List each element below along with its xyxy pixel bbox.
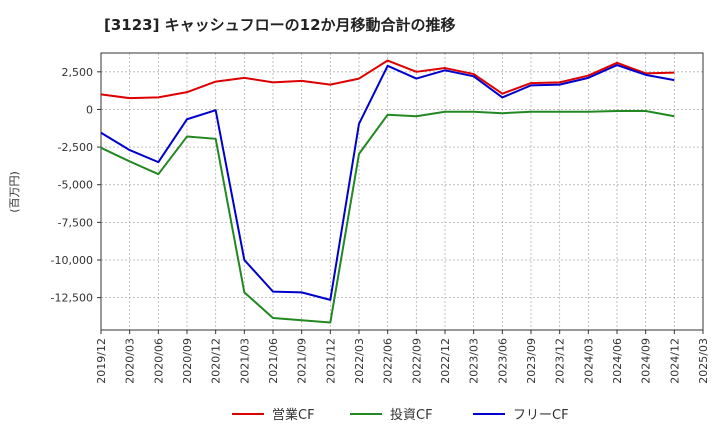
grid-lines xyxy=(100,53,704,330)
y-axis-ticks: 2,500 0 -2,500 -5,000 -7,500 -10,000 -12,500 xyxy=(51,66,101,305)
x-tick-label: 2024/09 xyxy=(640,338,653,384)
x-tick-label: 2019/12 xyxy=(95,338,108,384)
x-tick-label: 2021/03 xyxy=(238,338,251,384)
x-tick-label: 2023/03 xyxy=(468,338,481,384)
legend-label: 投資CF xyxy=(390,407,433,423)
legend-label: 営業CF xyxy=(272,407,315,423)
y-tick-label: -10,000 xyxy=(51,254,93,267)
legend-label: フリーCF xyxy=(513,408,569,423)
x-axis-ticks: 2019/12 2020/03 2020/06 2020/09 2020/12 2021/… xyxy=(95,330,710,384)
y-tick-label: 2,500 xyxy=(62,66,94,79)
x-tick-label: 2023/12 xyxy=(554,338,567,384)
legend: 営業CF 投資CF フリーCF xyxy=(232,407,569,423)
y-tick-label: -7,500 xyxy=(58,216,93,229)
x-tick-label: 2022/12 xyxy=(439,338,452,384)
x-tick-label: 2020/12 xyxy=(210,338,223,384)
x-tick-label: 2024/12 xyxy=(668,338,681,384)
x-tick-label: 2023/09 xyxy=(525,338,538,384)
y-tick-label: -2,500 xyxy=(58,141,93,154)
x-tick-label: 2022/03 xyxy=(353,338,366,384)
x-tick-label: 2020/03 xyxy=(124,338,137,384)
series-lines xyxy=(100,59,675,324)
x-tick-label: 2022/06 xyxy=(382,338,395,384)
y-tick-label: -12,500 xyxy=(51,292,93,305)
x-tick-label: 2021/09 xyxy=(296,338,309,384)
x-tick-label: 2024/03 xyxy=(582,338,595,384)
y-axis-label: (百万円) xyxy=(8,171,21,213)
plot-frame xyxy=(100,52,704,331)
x-tick-label: 2020/06 xyxy=(152,338,165,384)
series-line-1 xyxy=(100,59,675,100)
x-tick-label: 2022/09 xyxy=(410,338,423,384)
x-tick-label: 2020/09 xyxy=(181,338,194,384)
x-tick-label: 2025/03 xyxy=(697,338,710,384)
chart-title: [3123] キャッシュフローの12か月移動合計の推移 xyxy=(104,16,456,34)
x-tick-label: 2021/12 xyxy=(324,338,337,384)
y-tick-label: -5,000 xyxy=(58,179,93,192)
x-tick-label: 2023/06 xyxy=(496,338,509,384)
series-line-3 xyxy=(100,64,675,301)
x-tick-label: 2021/06 xyxy=(267,338,280,384)
series-line-2 xyxy=(100,109,675,324)
y-tick-label: 0 xyxy=(86,103,93,116)
x-tick-label: 2024/06 xyxy=(611,338,624,384)
